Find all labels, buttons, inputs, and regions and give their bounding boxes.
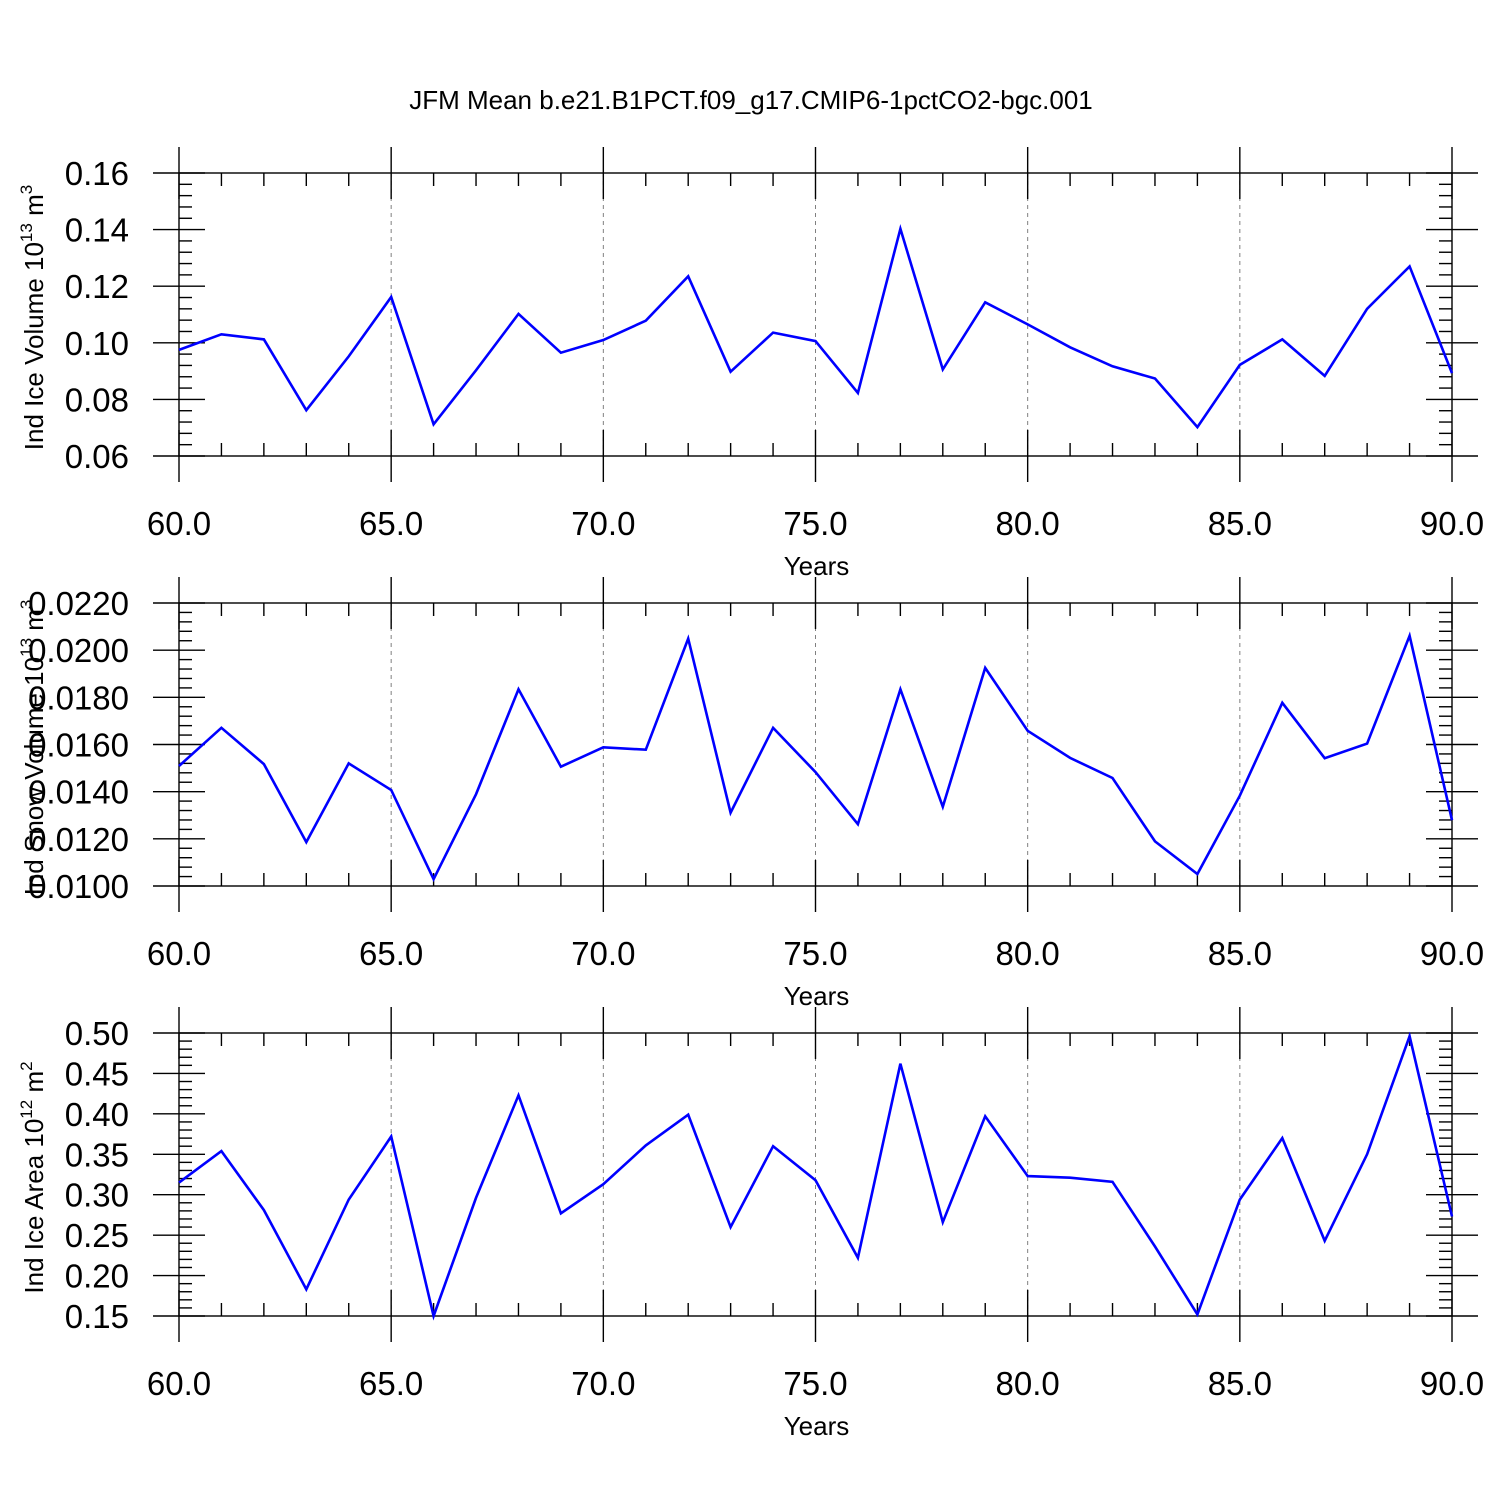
x-tick-label: 75.0 <box>783 505 847 542</box>
x-tick-label: 80.0 <box>996 935 1060 972</box>
y-tick-label: 0.0160 <box>28 727 129 764</box>
y-tick-label: 0.20 <box>65 1258 129 1295</box>
y-axis-label-unit: m <box>19 609 49 638</box>
x-tick-label: 65.0 <box>359 935 423 972</box>
x-tick-label: 75.0 <box>783 935 847 972</box>
x-tick-label: 75.0 <box>783 1365 847 1402</box>
y-axis-label-text: Ind Ice Area 10 <box>19 1119 49 1294</box>
x-tick-label: 80.0 <box>996 1365 1060 1402</box>
series-line <box>178 1031 1454 1321</box>
x-axis-label: Years <box>784 1411 850 1441</box>
y-tick-label: 0.06 <box>65 438 129 475</box>
x-axis-label: Years <box>784 981 850 1011</box>
y-axis-label-unit-exponent: 2 <box>17 1061 36 1070</box>
chart-panel-1: 60.0 65.0 70.0 75.0 80.0 85.0 90.0 0.06 0.08 0.10… <box>17 147 1484 581</box>
y-axis-label: Ind Ice Volume 1013 m3 <box>17 185 49 450</box>
figure-title: JFM Mean b.e21.B1PCT.f09_g17.CMIP6-1pctC… <box>409 85 1093 115</box>
x-tick-label: 90.0 <box>1420 935 1484 972</box>
x-tick-label: 60.0 <box>147 935 211 972</box>
x-tick-label: 70.0 <box>571 935 635 972</box>
y-tick-label: 0.40 <box>65 1096 129 1133</box>
x-tick-label: 70.0 <box>571 1365 635 1402</box>
y-tick-label: 0.0200 <box>28 632 129 669</box>
chart-panel-3: 60.0 65.0 70.0 75.0 80.0 85.0 90.0 0.150.20 0.25… <box>17 1007 1484 1441</box>
x-tick-label: 90.0 <box>1420 1365 1484 1402</box>
x-tick-label: 80.0 <box>996 505 1060 542</box>
y-tick-label: 0.12 <box>65 268 129 305</box>
x-tick-label: 90.0 <box>1420 505 1484 542</box>
x-tick-label: 85.0 <box>1208 935 1272 972</box>
y-tick-label: 0.10 <box>65 325 129 362</box>
y-axis-label-unit-exponent: 3 <box>17 185 36 194</box>
y-axis-label-exponent: 12 <box>17 1100 36 1119</box>
y-tick-label: 0.08 <box>65 381 129 418</box>
y-axis-label: Ind Snow Volume 1013 m3 <box>17 600 49 896</box>
series-line <box>178 631 1454 883</box>
series-line <box>178 223 1454 430</box>
y-tick-label: 0.35 <box>65 1136 129 1173</box>
x-tick-label: 85.0 <box>1208 505 1272 542</box>
y-tick-label: 0.45 <box>65 1055 129 1092</box>
y-axis-label-unit-exponent: 3 <box>17 600 36 609</box>
y-tick-label: 0.0100 <box>28 868 129 905</box>
chart-panel-2: 60.0 65.0 70.0 75.0 80.0 85.0 90.0 0.0100 0.0120… <box>17 577 1484 1011</box>
y-axis-label-text: Ind Snow Volume 10 <box>19 657 49 896</box>
y-axis-label: Ind Ice Area 1012 m2 <box>17 1061 49 1293</box>
x-axis-label: Years <box>784 551 850 581</box>
y-tick-label: 0.50 <box>65 1015 129 1052</box>
y-tick-label: 0.0140 <box>28 774 129 811</box>
y-tick-label: 0.14 <box>65 212 129 249</box>
x-tick-label: 60.0 <box>147 505 211 542</box>
y-axis-label-text: Ind Ice Volume 10 <box>19 242 49 450</box>
y-axis-label-unit: m <box>19 1071 49 1100</box>
x-tick-label: 85.0 <box>1208 1365 1272 1402</box>
x-tick-label: 65.0 <box>359 505 423 542</box>
x-tick-label: 70.0 <box>571 505 635 542</box>
y-tick-label: 0.16 <box>65 155 129 192</box>
y-axis-label-unit: m <box>19 194 49 223</box>
y-tick-label: 0.30 <box>65 1177 129 1214</box>
y-tick-label: 0.0120 <box>28 821 129 858</box>
y-axis-label-exponent: 13 <box>17 638 36 657</box>
x-tick-label: 65.0 <box>359 1365 423 1402</box>
y-tick-label: 0.15 <box>65 1298 129 1335</box>
y-tick-label: 0.0220 <box>28 585 129 622</box>
panels: 60.0 65.0 70.0 75.0 80.0 85.0 90.0 0.06 0.08 0.10… <box>17 147 1484 1441</box>
x-tick-label: 60.0 <box>147 1365 211 1402</box>
y-tick-label: 0.0180 <box>28 679 129 716</box>
y-axis-label-exponent: 13 <box>17 223 36 242</box>
y-tick-label: 0.25 <box>65 1217 129 1254</box>
